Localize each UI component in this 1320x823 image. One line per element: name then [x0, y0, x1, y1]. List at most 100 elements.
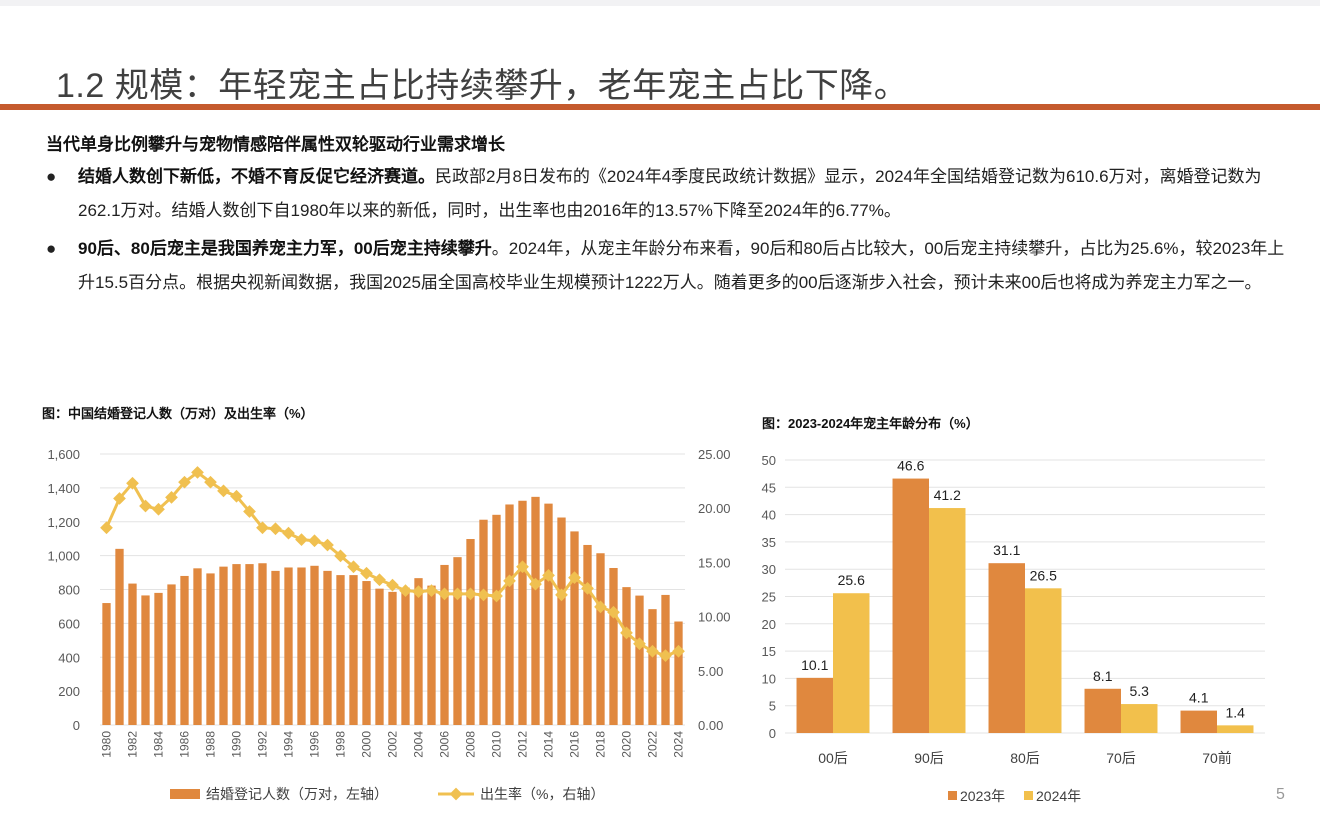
y-tick-label: 25	[762, 590, 776, 605]
x-tick-label: 2024	[672, 731, 686, 758]
legend-swatch	[948, 791, 957, 800]
bullet-item: ● 90后、80后宠主是我国养宠主力军，00后宠主持续攀升。2024年，从宠主年…	[46, 232, 1286, 300]
bar-marriage-2018	[596, 553, 605, 725]
point-birthrate-1987	[191, 466, 204, 479]
bar-marriage-1984	[154, 592, 163, 725]
bar-marriage-2005	[427, 585, 436, 725]
bullet-bold: 90后、80后宠主是我国养宠主力军，00后宠主持续攀升	[78, 239, 492, 258]
data-label: 1.4	[1226, 704, 1246, 720]
bar-marriage-1993	[271, 570, 280, 725]
y-right-tick-label: 10.00	[698, 610, 731, 625]
point-birthrate-1996	[308, 534, 321, 548]
bar-2024年-80后	[1025, 588, 1062, 733]
legend-label-birthrate: 出生率（%，右轴）	[480, 786, 604, 802]
x-tick-label: 2004	[412, 731, 426, 758]
bar-marriage-1999	[349, 575, 358, 725]
bar-marriage-2002	[388, 591, 397, 725]
x-tick-label: 70后	[1106, 750, 1136, 766]
x-tick-label: 1992	[256, 731, 270, 758]
bar-marriage-1988	[206, 573, 215, 725]
x-tick-label: 1996	[308, 731, 322, 758]
bar-marriage-1996	[310, 565, 319, 725]
bar-2024年-70前	[1217, 725, 1254, 733]
bar-marriage-2019	[609, 567, 618, 725]
point-birthrate-1981	[113, 492, 126, 505]
bar-marriage-1990	[232, 564, 241, 725]
title-divider	[0, 104, 1320, 110]
data-label: 41.2	[934, 487, 961, 503]
x-tick-label: 2012	[516, 731, 530, 758]
point-birthrate-2024	[672, 644, 685, 658]
bullet-bold: 结婚人数创下新低，不婚不育反促它经济赛道。	[78, 167, 435, 186]
y-left-tick-label: 1,000	[47, 549, 80, 564]
point-birthrate-1997	[321, 538, 334, 552]
bar-marriage-1995	[297, 567, 306, 725]
x-tick-label: 2018	[594, 731, 608, 758]
bar-2023年-70后	[1084, 688, 1121, 733]
bullet-text: 。2024年，从宠主年龄分布来看，90后和80后占比较大，00后宠主持续攀升，占…	[78, 239, 1285, 292]
bar-marriage-2013	[531, 496, 540, 725]
bar-marriage-2008	[466, 539, 475, 725]
pet-owner-age-chart: 图：2023-2024年宠主年龄分布（%） 0 5 10 15 20 25 30 35 40 45 5…	[762, 416, 1265, 804]
bar-marriage-2000	[362, 581, 371, 725]
bar-marriage-1981	[115, 548, 124, 725]
bar-2023年-80后	[988, 563, 1025, 733]
bar-marriage-2014	[544, 503, 553, 725]
x-tick-label: 2000	[360, 731, 374, 758]
x-tick-label: 1988	[204, 731, 218, 758]
data-label: 26.5	[1030, 567, 1057, 583]
bar-marriage-1992	[258, 563, 267, 725]
bar-marriage-1983	[141, 595, 150, 725]
point-birthrate-2001	[373, 573, 386, 587]
legend-label: 2024年	[1036, 788, 1081, 804]
data-label: 25.6	[838, 572, 865, 588]
bar-marriage-2022	[648, 609, 657, 725]
bar-marriage-2001	[375, 588, 384, 725]
marriage-birthrate-chart: 图：中国结婚登记人数（万对）及出生率（%） 0 200 400 600 800 1,000 1…	[42, 406, 731, 802]
bar-marriage-2020	[622, 587, 631, 725]
bullet-list: ● 结婚人数创下新低，不婚不育反促它经济赛道。民政部2月8日发布的《2024年4…	[46, 160, 1286, 300]
point-birthrate-1983	[139, 499, 152, 513]
y-left-tick-label: 400	[58, 650, 80, 665]
bar-2023年-00后	[796, 677, 833, 733]
top-strip	[0, 0, 1320, 6]
bar-marriage-2016	[570, 531, 579, 725]
x-tick-label: 80后	[1010, 750, 1040, 766]
y-right-tick-label: 0.00	[698, 718, 723, 733]
x-tick-label: 1990	[230, 731, 244, 758]
bullet-item: ● 结婚人数创下新低，不婚不育反促它经济赛道。民政部2月8日发布的《2024年4…	[46, 160, 1286, 228]
bar-marriage-2021	[635, 595, 644, 725]
y-left-tick-label: 0	[73, 718, 80, 733]
bar-2023年-70前	[1180, 710, 1217, 733]
x-tick-label: 2006	[438, 731, 452, 758]
y-right-tick-label: 20.00	[698, 501, 731, 516]
point-birthrate-1986	[178, 475, 191, 489]
page-number: 5	[1276, 786, 1285, 803]
bar-marriage-2007	[453, 557, 462, 725]
bar-marriage-2006	[440, 564, 449, 725]
legend-swatch-marriage	[170, 789, 200, 799]
x-tick-label: 2002	[386, 731, 400, 758]
bar-2023年-90后	[892, 478, 929, 733]
y-tick-label: 40	[762, 508, 776, 523]
x-tick-label: 1980	[100, 731, 114, 758]
y-left-tick-label: 600	[58, 616, 80, 631]
legend-swatch	[1024, 791, 1033, 800]
point-birthrate-2010	[490, 589, 503, 603]
data-label: 10.1	[801, 657, 828, 673]
x-tick-label: 1986	[178, 731, 192, 758]
bar-2024年-90后	[929, 508, 966, 733]
x-tick-label: 2010	[490, 731, 504, 758]
y-tick-label: 20	[762, 617, 776, 632]
data-label: 5.3	[1130, 683, 1150, 699]
bar-marriage-1991	[245, 564, 254, 725]
section-subtitle: 当代单身比例攀升与宠物情感陪伴属性双轮驱动行业需求增长	[46, 135, 505, 154]
x-tick-label: 2008	[464, 731, 478, 758]
x-tick-label: 2014	[542, 731, 556, 758]
y-right-tick-label: 15.00	[698, 555, 731, 570]
bar-marriage-1985	[167, 584, 176, 725]
point-birthrate-2004	[412, 585, 425, 599]
x-tick-label: 1994	[282, 731, 296, 758]
chart-title: 图：中国结婚登记人数（万对）及出生率（%）	[42, 406, 314, 421]
bar-marriage-2003	[401, 587, 410, 725]
